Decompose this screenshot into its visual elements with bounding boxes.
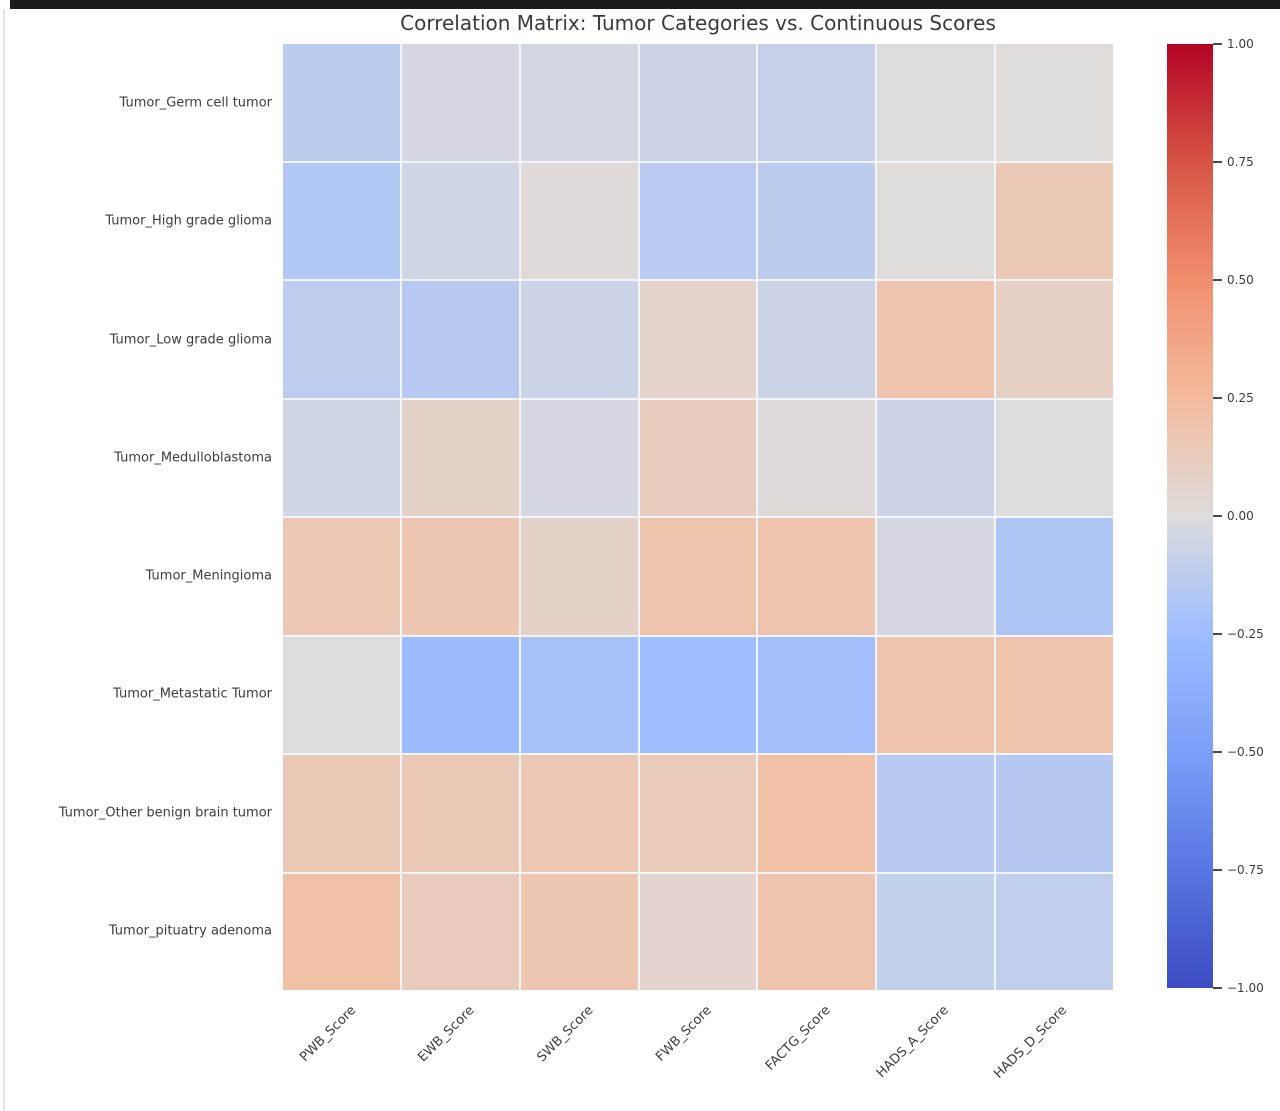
heatmap-cell-r6c6 [996,755,1113,872]
heatmap-cell-r1c3 [639,162,757,279]
chart-title: Correlation Matrix: Tumor Categories vs.… [400,11,996,35]
heatmap-cell-r2c4 [758,281,876,398]
heatmap-cell-r2c5 [877,281,995,398]
heatmap-cell-r7c0 [283,873,400,990]
x-tick-label-4: FACTG_Score [762,1003,834,1074]
heatmap-cell-r1c0 [283,162,400,279]
heatmap-cell-r5c6 [996,636,1113,753]
heatmap-cell-r3c6 [996,399,1113,516]
heatmap-cell-r7c5 [877,873,995,990]
colorbar-tick-label-4: 0.00 [1227,509,1254,523]
heatmap-cell-r1c5 [877,162,995,279]
colorbar-tickmark-1 [1213,161,1222,163]
colorbar-tick-label-8: −1.00 [1227,981,1264,995]
heatmap-cell-r5c5 [877,636,995,753]
colorbar-tickmark-6 [1213,751,1222,753]
heatmap-cell-r1c1 [401,162,519,279]
heatmap-cell-r6c3 [639,755,757,872]
heatmap-cell-r7c3 [639,873,757,990]
heatmap [283,44,1113,990]
heatmap-cell-r4c0 [283,518,400,635]
y-tick-label-7: Tumor_pituatry adenoma [108,923,272,939]
heatmap-cell-r2c1 [401,281,519,398]
heatmap-cell-r3c0 [283,399,400,516]
y-tick-label-2: Tumor_Low grade glioma [109,332,272,348]
heatmap-cell-r0c1 [401,44,519,161]
heatmap-cell-r5c0 [283,636,400,753]
colorbar-tick-label-2: 0.50 [1227,273,1254,287]
heatmap-cell-r0c0 [283,44,400,161]
colorbar-tick-label-3: 0.25 [1227,391,1254,405]
heatmap-cell-r5c1 [401,636,519,753]
heatmap-cell-r7c1 [401,873,519,990]
window-top-bar [10,0,1280,9]
heatmap-cell-r1c4 [758,162,876,279]
heatmap-cell-r5c3 [639,636,757,753]
colorbar-tickmark-7 [1213,869,1222,871]
heatmap-cell-r4c4 [758,518,876,635]
colorbar-tickmark-4 [1213,515,1222,517]
x-tick-label-0: PWB_Score [297,1003,359,1065]
colorbar-tickmark-8 [1213,987,1222,989]
heatmap-cell-r0c4 [758,44,876,161]
colorbar-tickmark-3 [1213,397,1222,399]
y-tick-label-3: Tumor_Medulloblastoma [114,450,272,466]
heatmap-cell-r3c1 [401,399,519,516]
heatmap-cell-r3c4 [758,399,876,516]
y-tick-label-6: Tumor_Other benign brain tumor [58,805,272,821]
heatmap-cell-r1c2 [520,162,638,279]
heatmap-cell-r4c5 [877,518,995,635]
heatmap-cell-r7c2 [520,873,638,990]
x-tick-label-3: FWB_Score [652,1003,715,1065]
heatmap-cell-r6c5 [877,755,995,872]
colorbar-tickmark-5 [1213,633,1222,635]
colorbar-tick-label-1: 0.75 [1227,155,1254,169]
heatmap-cell-r6c2 [520,755,638,872]
heatmap-cell-r4c2 [520,518,638,635]
heatmap-cell-r5c2 [520,636,638,753]
heatmap-cell-r3c5 [877,399,995,516]
colorbar-tick-label-6: −0.50 [1227,745,1264,759]
heatmap-cell-r6c4 [758,755,876,872]
colorbar-tick-label-7: −0.75 [1227,863,1264,877]
heatmap-cell-r4c1 [401,518,519,635]
heatmap-cell-r6c0 [283,755,400,872]
y-tick-label-0: Tumor_Germ cell tumor [119,95,272,111]
y-tick-label-1: Tumor_High grade glioma [105,213,272,229]
y-tick-label-5: Tumor_Metastatic Tumor [113,686,272,702]
heatmap-cell-r2c0 [283,281,400,398]
x-tick-label-2: SWB_Score [533,1003,597,1066]
heatmap-cell-r2c3 [639,281,757,398]
left-edge-divider [3,9,5,1111]
heatmap-cell-r2c6 [996,281,1113,398]
heatmap-cell-r5c4 [758,636,876,753]
heatmap-cell-r0c3 [639,44,757,161]
x-tick-label-5: HADS_A_Score [873,1003,952,1081]
colorbar-tick-label-5: −0.25 [1227,627,1264,641]
heatmap-cell-r4c6 [996,518,1113,635]
heatmap-cell-r3c3 [639,399,757,516]
heatmap-cell-r4c3 [639,518,757,635]
colorbar-tick-label-0: 1.00 [1227,37,1254,51]
colorbar-tickmark-2 [1213,279,1222,281]
x-tick-label-6: HADS_D_Score [991,1003,1071,1082]
heatmap-cell-r1c6 [996,162,1113,279]
heatmap-cell-r0c5 [877,44,995,161]
colorbar [1167,44,1213,988]
x-tick-label-1: EWB_Score [415,1003,478,1066]
y-tick-label-4: Tumor_Meningioma [145,568,272,584]
heatmap-cell-r0c2 [520,44,638,161]
heatmap-cell-r3c2 [520,399,638,516]
heatmap-cell-r7c6 [996,873,1113,990]
heatmap-cell-r2c2 [520,281,638,398]
colorbar-tickmark-0 [1213,43,1222,45]
heatmap-cell-r7c4 [758,873,876,990]
heatmap-cell-r6c1 [401,755,519,872]
heatmap-cell-r0c6 [996,44,1113,161]
